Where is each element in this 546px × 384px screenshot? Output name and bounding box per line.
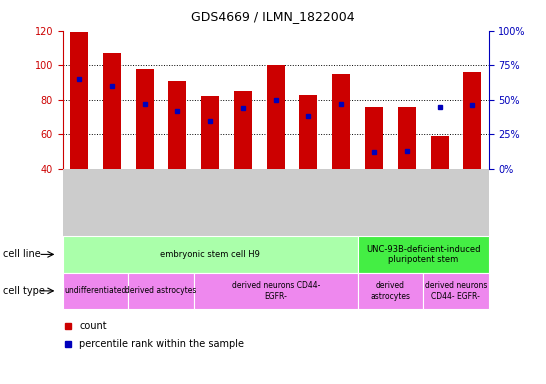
Bar [365,107,383,169]
Bar [299,94,317,169]
Bar [70,33,88,169]
Text: embryonic stem cell H9: embryonic stem cell H9 [161,250,260,259]
Text: UNC-93B-deficient-induced
pluripotent stem: UNC-93B-deficient-induced pluripotent st… [366,245,480,264]
Bar [103,53,121,169]
Bar [463,72,482,169]
Bar [332,74,351,169]
Bar [201,96,219,169]
Text: derived astrocytes: derived astrocytes [126,286,197,295]
Text: GDS4669 / ILMN_1822004: GDS4669 / ILMN_1822004 [191,10,355,23]
Text: cell type: cell type [3,286,45,296]
Text: derived
astrocytes: derived astrocytes [370,281,411,301]
Text: count: count [79,321,107,331]
Bar [234,91,252,169]
Text: percentile rank within the sample: percentile rank within the sample [79,339,244,349]
Bar [430,136,449,169]
Text: cell line: cell line [3,249,40,260]
Text: derived neurons CD44-
EGFR-: derived neurons CD44- EGFR- [232,281,320,301]
Bar [168,81,187,169]
Text: undifferentiated: undifferentiated [64,286,127,295]
Bar [397,107,416,169]
Text: derived neurons
CD44- EGFR-: derived neurons CD44- EGFR- [425,281,487,301]
Bar [136,69,154,169]
Bar [266,65,285,169]
